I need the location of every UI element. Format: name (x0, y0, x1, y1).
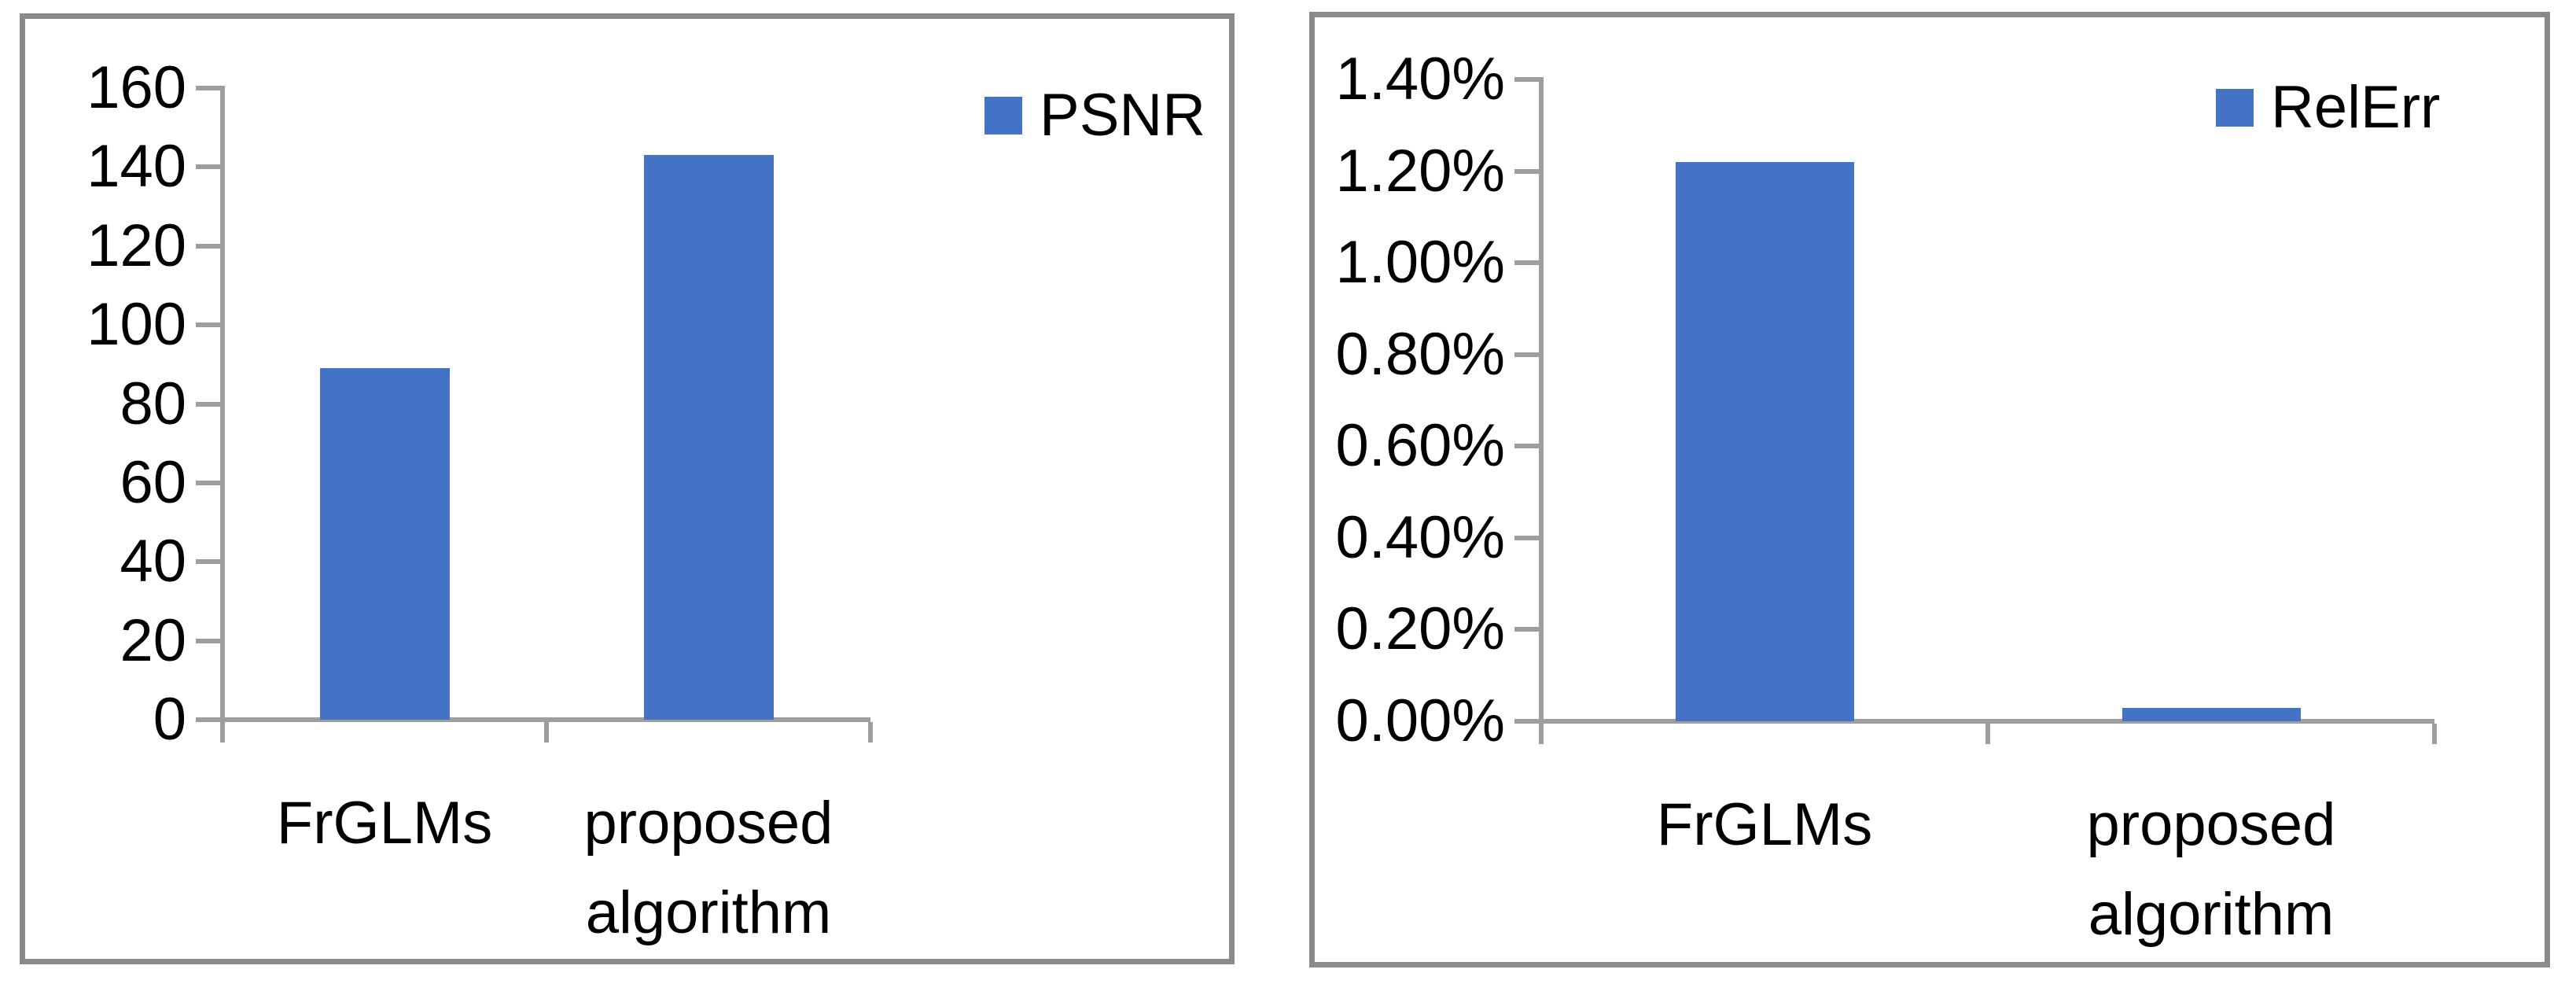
bar (320, 368, 450, 720)
y-axis-tick-label: 140 (86, 133, 186, 201)
bar (644, 155, 774, 720)
x-category-label: FrGLMs (276, 790, 493, 857)
y-axis-tick (196, 480, 223, 485)
y-axis-tick-label: 80 (120, 370, 186, 437)
y-axis-line (220, 86, 225, 743)
y-axis-tick-label: 0.40% (1335, 503, 1506, 571)
y-axis-tick (196, 322, 223, 328)
relerr-plot-area: 0.00% 0.20% 0.40% 0.60% 0.80% 1.00% 1.20% 1.40%… (1315, 17, 2545, 962)
x-axis-tick (544, 722, 549, 743)
x-category-label: proposed algorithm (583, 790, 834, 946)
y-axis-tick (196, 638, 223, 643)
legend-label: PSNR (1040, 82, 1206, 149)
y-axis-tick-label: 160 (86, 54, 186, 121)
x-axis-tick (868, 722, 873, 743)
relerr-legend: RelErr (2216, 78, 2440, 138)
psnr-chart-panel: 0 20 40 60 80 100 120 140 160 FrGLMs proposed algo… (20, 13, 1235, 964)
y-axis-tick (196, 717, 223, 722)
x-axis-tick (1985, 724, 1990, 744)
legend-swatch-icon (2216, 89, 2254, 127)
y-axis-tick-label: 1.00% (1335, 229, 1506, 297)
y-axis-tick (196, 164, 223, 170)
psnr-legend: PSNR (984, 86, 1205, 146)
y-axis-tick (1514, 77, 1541, 82)
psnr-plot-area: 0 20 40 60 80 100 120 140 160 FrGLMs proposed algo… (25, 19, 1229, 959)
y-axis-tick-label: 100 (86, 291, 186, 359)
y-axis-tick (1514, 260, 1541, 266)
y-axis-tick-label: 120 (86, 212, 186, 279)
y-axis-tick-label: 0.20% (1335, 595, 1506, 663)
y-axis-tick (196, 243, 223, 249)
y-axis-tick (1514, 444, 1541, 449)
y-axis-tick (1514, 168, 1541, 174)
y-axis-tick-label: 40 (120, 528, 186, 595)
x-category-label: FrGLMs (1656, 791, 1873, 858)
bar (1676, 162, 1854, 721)
y-axis-tick-label: 0 (153, 686, 186, 753)
y-axis-tick-label: 0.60% (1335, 412, 1506, 480)
y-axis-tick-label: 1.20% (1335, 137, 1506, 205)
bar (2122, 708, 2301, 721)
x-axis-tick (2432, 724, 2437, 744)
y-axis-tick-label: 0.00% (1335, 687, 1506, 754)
y-axis-tick-label: 20 (120, 606, 186, 674)
x-category-label: proposed algorithm (2086, 791, 2336, 948)
y-axis-tick-label: 0.80% (1335, 320, 1506, 388)
x-axis-tick (1539, 724, 1544, 744)
y-axis-tick (196, 559, 223, 565)
legend-label: RelErr (2271, 74, 2441, 141)
y-axis-tick (1514, 719, 1541, 724)
y-axis-tick (1514, 627, 1541, 632)
relerr-chart-panel: 0.00% 0.20% 0.40% 0.60% 0.80% 1.00% 1.20% 1.40%… (1309, 12, 2550, 967)
y-axis-tick (1514, 352, 1541, 357)
y-axis-tick-label: 60 (120, 448, 186, 516)
y-axis-tick (196, 401, 223, 407)
x-axis-line (196, 717, 870, 722)
x-axis-tick (220, 722, 225, 743)
y-axis-tick (1514, 535, 1541, 540)
x-axis-line (1514, 719, 2434, 724)
y-axis-line (1539, 77, 1544, 744)
y-axis-tick (196, 86, 223, 90)
legend-swatch-icon (984, 97, 1022, 135)
y-axis-tick-label: 1.40% (1335, 46, 1506, 112)
